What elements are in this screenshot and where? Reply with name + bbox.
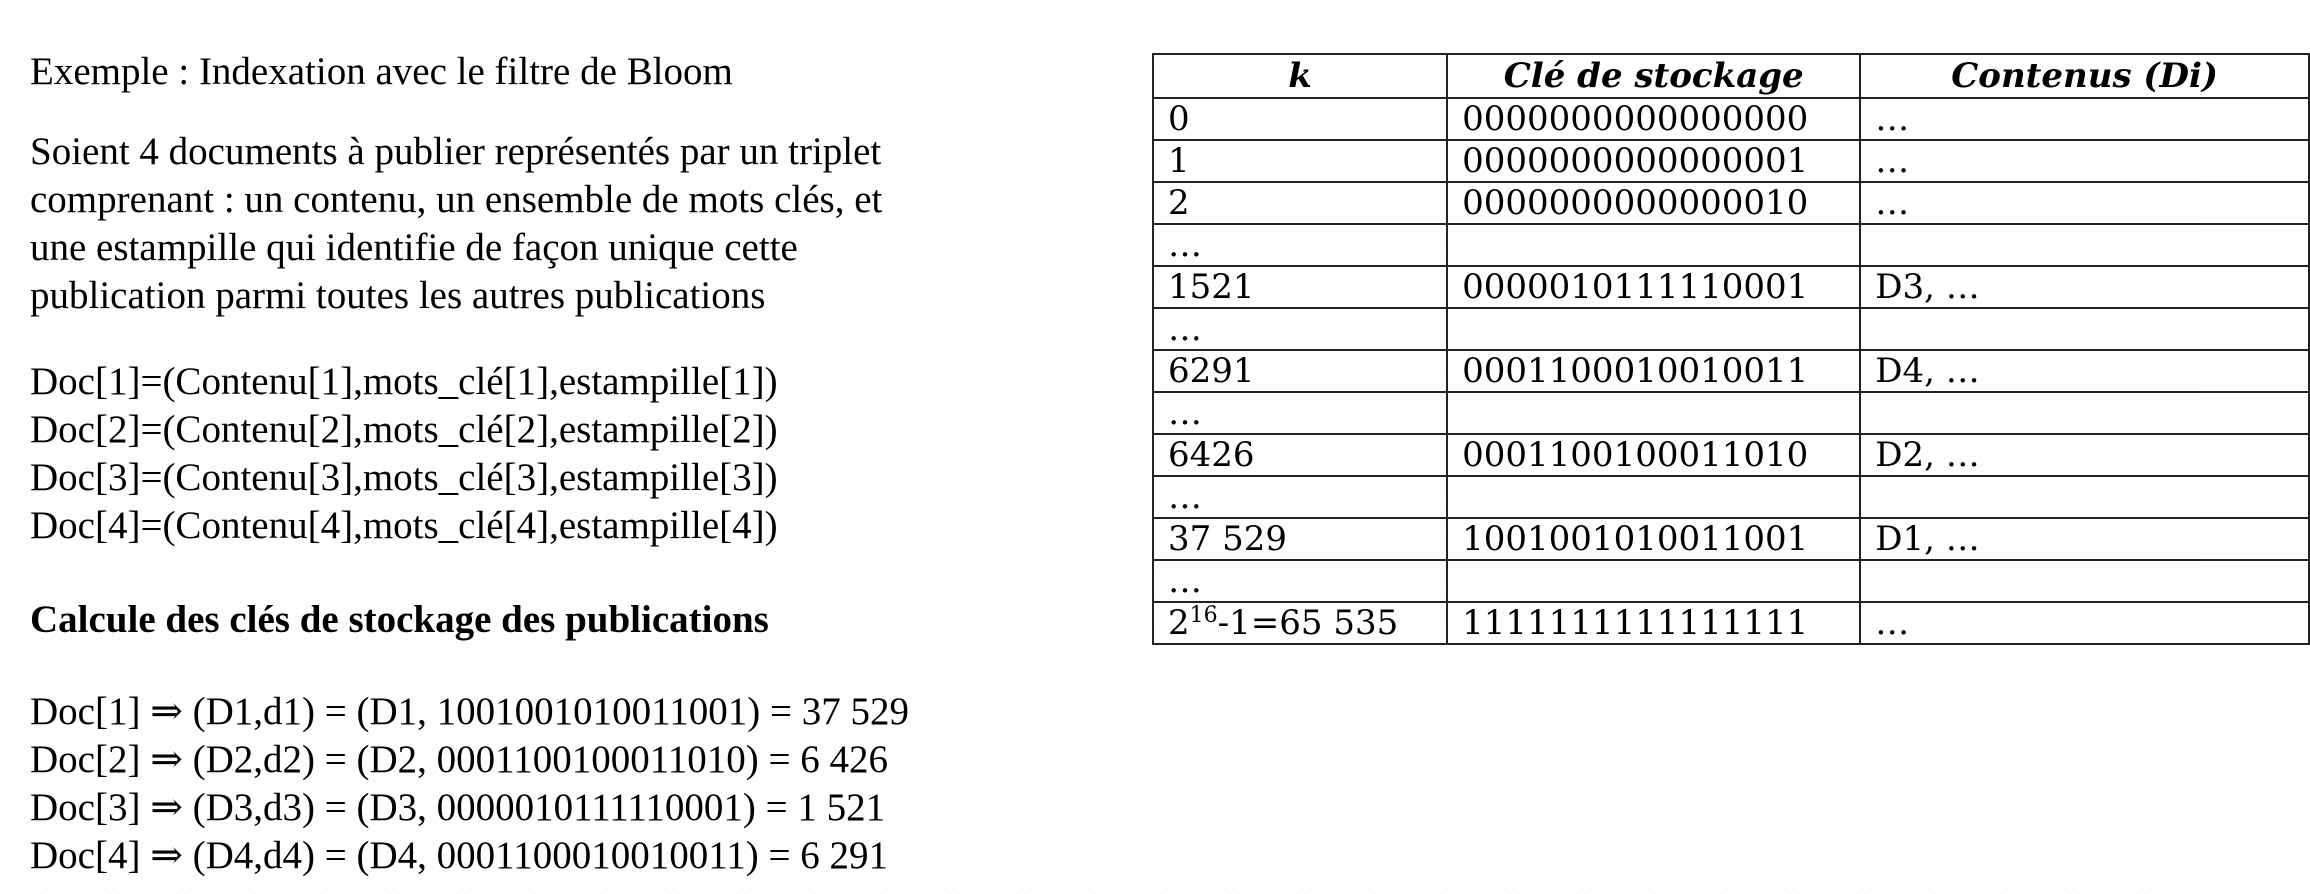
cell-k-max: 216-1=65 535 [1151, 601, 1449, 645]
storage-key-table-container: k Clé de stockage Contenus (Di) 0 0000000… [1151, 53, 2310, 645]
cell-storage-key [1446, 223, 1862, 267]
intro-line: une estampille qui identifie de façon un… [30, 226, 798, 269]
table-row-last: 216-1=65 535 1111111111111111… [1151, 601, 2310, 645]
table-row: 6291 0001100010010011 D4, … [1151, 349, 2310, 393]
document-line: Doc[1]=(Contenu[1],mots_clé[1],estampill… [30, 360, 778, 403]
cell-k: 0 [1151, 97, 1449, 141]
table-row: 1 0000000000000001… [1151, 139, 2310, 183]
cell-contents: D1, … [1859, 517, 2310, 561]
cell-contents [1859, 223, 2310, 267]
cell-storage-key [1446, 391, 1862, 435]
cell-contents: … [1859, 181, 2310, 225]
cell-contents: … [1859, 97, 2310, 141]
cell-contents: D2, … [1859, 433, 2310, 477]
table-row: 37 529 1001001010011001 D1, … [1151, 517, 2310, 561]
table-body: 0 0000000000000000… 1 0000000000000001… 2 000… [1151, 97, 2310, 645]
cell-storage-key [1446, 559, 1862, 603]
document-line: Doc[3]=(Contenu[3],mots_clé[3],estampill… [30, 456, 778, 499]
cell-contents [1859, 559, 2310, 603]
key-line: Doc[1] ⇒ (D1,d1) = (D1, 1001001010011001… [30, 690, 909, 733]
document-line: Doc[4]=(Contenu[4],mots_clé[4],estampill… [30, 504, 778, 547]
header-contents: Contenus (Di) [1859, 53, 2310, 99]
cell-contents [1859, 475, 2310, 519]
cell-storage-key: 0001100100011010 [1446, 433, 1862, 477]
cell-k: 1521 [1151, 265, 1449, 309]
cell-storage-key [1446, 475, 1862, 519]
intro-line: comprenant : un contenu, un ensemble de … [30, 178, 883, 221]
k-max-base: 2 [1168, 603, 1190, 643]
cell-contents: … [1859, 139, 2310, 183]
table-row: 0 0000000000000000… [1151, 97, 2310, 141]
key-line: Doc[3] ⇒ (D3,d3) = (D3, 0000010111110001… [30, 786, 886, 829]
cell-storage-key: 0001100010010011 [1446, 349, 1862, 393]
cell-k: 1 [1151, 139, 1449, 183]
intro-line: publication parmi toutes les autres publ… [30, 274, 766, 317]
cell-storage-key [1446, 307, 1862, 351]
cell-k: … [1151, 223, 1449, 267]
cell-k: … [1151, 391, 1449, 435]
cell-k: … [1151, 559, 1449, 603]
cell-storage-key: 0000000000000000 [1446, 97, 1862, 141]
calc-heading: Calcule des clés de stockage des publica… [30, 598, 769, 641]
table-header-row: k Clé de stockage Contenus (Di) [1151, 53, 2310, 99]
cell-storage-key: 0000000000000010 [1446, 181, 1862, 225]
intro-paragraph: Soient 4 documents à publier représentés… [30, 128, 1140, 320]
cell-k: 2 [1151, 181, 1449, 225]
cell-storage-key: 1001001010011001 [1446, 517, 1862, 561]
k-max-exponent: 16 [1189, 603, 1218, 628]
cell-storage-key: 0000000000000001 [1446, 139, 1862, 183]
table-row: … [1151, 475, 2310, 519]
cell-k: 6291 [1151, 349, 1449, 393]
cell-k: 6426 [1151, 433, 1449, 477]
table-row: … [1151, 307, 2310, 351]
storage-key-table: k Clé de stockage Contenus (Di) 0 0000000… [1151, 53, 2310, 645]
header-storage-key: Clé de stockage [1446, 53, 1862, 99]
cell-k: … [1151, 307, 1449, 351]
table-row: … [1151, 223, 2310, 267]
intro-line: Soient 4 documents à publier représentés… [30, 130, 882, 173]
cell-contents: … [1859, 601, 2310, 645]
table-row: 2 0000000000000010… [1151, 181, 2310, 225]
cell-contents: D3, … [1859, 265, 2310, 309]
key-line: Doc[2] ⇒ (D2,d2) = (D2, 0001100100011010… [30, 738, 888, 781]
cell-storage-key: 0000010111110001 [1446, 265, 1862, 309]
cell-contents [1859, 391, 2310, 435]
slide-title: Exemple : Indexation avec le filtre de B… [30, 50, 733, 93]
document-line: Doc[2]=(Contenu[2],mots_clé[2],estampill… [30, 408, 778, 451]
table-row: … [1151, 391, 2310, 435]
table-row: 6426 0001100100011010 D2, … [1151, 433, 2310, 477]
table-row: 1521 0000010111110001 D3, … [1151, 265, 2310, 309]
table-row: … [1151, 559, 2310, 603]
key-computation-list: Doc[1] ⇒ (D1,d1) = (D1, 1001001010011001… [30, 688, 909, 880]
cell-contents [1859, 307, 2310, 351]
key-line: Doc[4] ⇒ (D4,d4) = (D4, 0001100010010011… [30, 834, 888, 877]
k-max-rest: -1=65 535 [1217, 603, 1399, 643]
header-k: k [1151, 53, 1449, 99]
cell-contents: D4, … [1859, 349, 2310, 393]
cell-storage-key: 1111111111111111 [1446, 601, 1862, 645]
cell-k: 37 529 [1151, 517, 1449, 561]
cell-k: … [1151, 475, 1449, 519]
document-list: Doc[1]=(Contenu[1],mots_clé[1],estampill… [30, 358, 778, 550]
